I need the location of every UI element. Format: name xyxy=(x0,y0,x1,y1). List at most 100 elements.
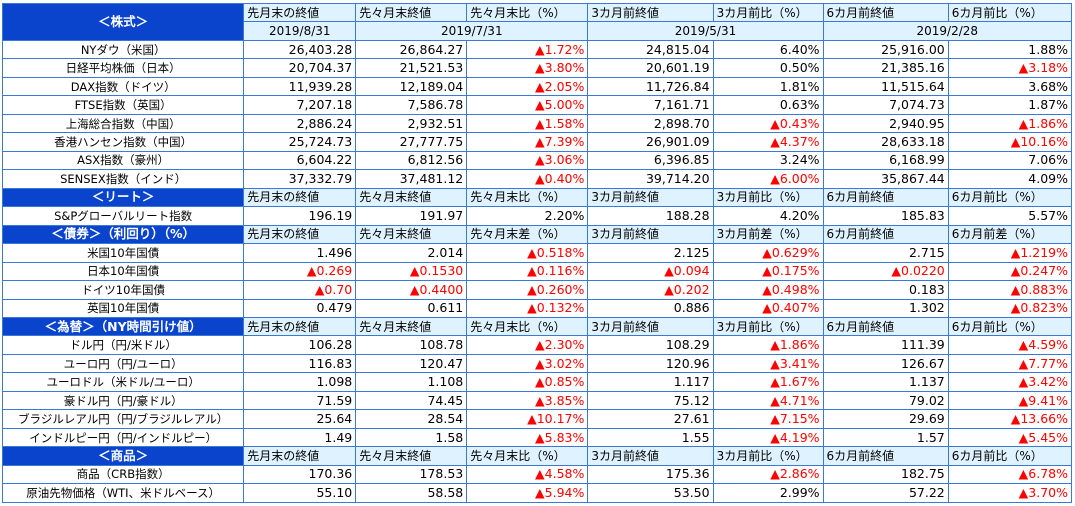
value-cell: 182.75 xyxy=(822,464,949,485)
column-header: 6カ月前差（%） xyxy=(947,224,1073,245)
value-cell: ▲4.59% xyxy=(947,335,1073,355)
value-cell: 4.09% xyxy=(947,169,1073,189)
value-cell: 7,207.18 xyxy=(243,95,357,115)
value-cell: 29.69 xyxy=(822,409,949,429)
column-header: 6カ月前終値 xyxy=(822,446,949,466)
value-cell: ▲1.86% xyxy=(712,335,824,355)
value-cell: 170.36 xyxy=(243,464,357,485)
row-label: ASX指数（豪州） xyxy=(1,150,245,171)
column-header: 3カ月前比（%） xyxy=(712,316,824,337)
value-cell: ▲0.116% xyxy=(466,261,589,282)
value-cell: 53.50 xyxy=(587,483,714,503)
section-title: ＜株式＞ xyxy=(1,3,245,41)
value-cell: 0.50% xyxy=(712,58,824,78)
value-cell: 6,812.56 xyxy=(355,150,468,171)
value-cell: ▲4.37% xyxy=(712,132,824,152)
table-row: 原油先物価格（WTI、米ドルベース） 55.10 58.58 ▲5.94% 53.50 2… xyxy=(1,483,1073,503)
value-cell: ▲0.498% xyxy=(712,280,824,300)
value-cell: 0.63% xyxy=(712,95,824,115)
value-cell: 1.55 xyxy=(587,427,714,448)
value-cell: 55.10 xyxy=(243,483,357,503)
column-header: 先々月末終値 xyxy=(355,187,468,208)
table-row: S&Pグローバルリート指数 196.19 191.97 2.20% 188.28 4.20… xyxy=(1,206,1073,226)
value-cell: 26,403.28 xyxy=(243,39,357,60)
table-row: 日経平均株価（日本） 20,704.37 21,521.53 ▲3.80% 20,601… xyxy=(1,58,1073,78)
column-header: 先月末の終値 xyxy=(243,2,357,23)
value-cell: ▲7.39% xyxy=(466,132,589,152)
table-row: 日本10年国債 ▲0.269 ▲0.1530 ▲0.116% ▲0.094 ▲0.175%… xyxy=(1,261,1073,282)
column-header: 先月末の終値 xyxy=(243,446,357,466)
value-cell: ▲3.41% xyxy=(712,353,824,374)
value-cell: 0.479 xyxy=(243,298,357,318)
date-cell: 2019/2/28 xyxy=(822,21,1073,41)
column-header: 先月末の終値 xyxy=(243,187,357,208)
section-header-row: ＜リート＞ 先月末の終値 先々月末終値 先々月末比（%） 3カ月前終値 3カ月前比（%） 6… xyxy=(1,187,1073,208)
value-cell: 2.715 xyxy=(822,243,949,263)
value-cell: ▲4.58% xyxy=(466,464,589,485)
value-cell: ▲0.629% xyxy=(712,243,824,263)
table-row: ユーロドル（米ドル/ユーロ） 1.098 1.108 ▲0.85% 1.117 ▲1.67… xyxy=(1,372,1073,392)
value-cell: ▲0.0220 xyxy=(822,261,949,282)
value-cell: 21,521.53 xyxy=(355,58,468,78)
row-label: ブラジルレアル円（円/ブラジルレアル） xyxy=(1,409,245,429)
value-cell: ▲7.15% xyxy=(712,409,824,429)
column-header: 先々月末差（%） xyxy=(466,224,589,245)
column-header: 先々月末終値 xyxy=(355,224,468,245)
value-cell: ▲6.00% xyxy=(712,169,824,189)
section-header-row: ＜為替＞（NY時間引け値） 先月末の終値 先々月末終値 先々月末比（%） 3カ月前終値 3… xyxy=(1,316,1073,337)
section-header-row: ＜債券＞（利回り）（%） 先月末の終値 先々月末終値 先々月末差（%） 3カ月前終値 3カ… xyxy=(1,224,1073,245)
value-cell: 116.83 xyxy=(243,353,357,374)
value-cell: ▲0.1530 xyxy=(355,261,468,282)
value-cell: ▲0.70 xyxy=(243,280,357,300)
value-cell: 0.611 xyxy=(355,298,468,318)
value-cell: 57.22 xyxy=(822,483,949,503)
row-label: 英国10年国債 xyxy=(1,298,245,318)
column-header: 先々月末終値 xyxy=(355,446,468,466)
value-cell: 111.39 xyxy=(822,335,949,355)
value-cell: ▲10.16% xyxy=(947,132,1073,152)
value-cell: 25,916.00 xyxy=(822,39,949,60)
value-cell: ▲0.269 xyxy=(243,261,357,282)
value-cell: 4.20% xyxy=(712,206,824,226)
row-label: DAX指数（ドイツ） xyxy=(1,76,245,97)
value-cell: ▲13.66% xyxy=(947,409,1073,429)
value-cell: 1.098 xyxy=(243,372,357,392)
value-cell: 1.87% xyxy=(947,95,1073,115)
value-cell: 2.125 xyxy=(587,243,714,263)
row-label: 米国10年国債 xyxy=(1,243,245,263)
column-header: 6カ月前終値 xyxy=(822,2,949,23)
row-label: ドイツ10年国債 xyxy=(1,280,245,300)
value-cell: 1.117 xyxy=(587,372,714,392)
value-cell: 1.49 xyxy=(243,427,357,448)
row-label: ユーロ円（円/ユーロ） xyxy=(1,353,245,374)
column-header: 3カ月前差（%） xyxy=(712,224,824,245)
column-header: 3カ月前終値 xyxy=(587,187,714,208)
section-title: ＜リート＞ xyxy=(1,187,245,208)
value-cell: ▲0.175% xyxy=(712,261,824,282)
row-label: インドルピー円（円/インドルピー） xyxy=(1,427,245,448)
value-cell: 108.78 xyxy=(355,335,468,355)
column-header: 3カ月前終値 xyxy=(587,2,714,23)
column-header: 先々月末終値 xyxy=(355,316,468,337)
value-cell: 1.302 xyxy=(822,298,949,318)
column-header: 6カ月前比（%） xyxy=(947,2,1073,23)
row-label: ドル円（円/米ドル） xyxy=(1,335,245,355)
value-cell: ▲5.45% xyxy=(947,427,1073,448)
value-cell: 1.88% xyxy=(947,39,1073,60)
value-cell: ▲0.40% xyxy=(466,169,589,189)
date-row: 2019/8/31 2019/7/31 2019/5/31 2019/2/28 xyxy=(3,21,1073,41)
column-header: 6カ月前比（%） xyxy=(947,316,1073,337)
value-cell: 0.886 xyxy=(587,298,714,318)
table-row: ASX指数（豪州） 6,604.22 6,812.56 ▲3.06% 6,396.85 3… xyxy=(1,150,1073,171)
value-cell: 191.97 xyxy=(355,206,468,226)
value-cell: 26,901.09 xyxy=(587,132,714,152)
table-row: 商品（CRB指数） 170.36 178.53 ▲4.58% 175.36 ▲2.86% 1… xyxy=(1,464,1073,485)
value-cell: ▲3.02% xyxy=(466,353,589,374)
value-cell: 2.20% xyxy=(466,206,589,226)
value-cell: 26,864.27 xyxy=(355,39,468,60)
column-header: 3カ月前比（%） xyxy=(712,446,824,466)
value-cell: ▲3.80% xyxy=(466,58,589,78)
value-cell: 12,189.04 xyxy=(355,76,468,97)
section-title: ＜為替＞（NY時間引け値） xyxy=(1,316,245,337)
